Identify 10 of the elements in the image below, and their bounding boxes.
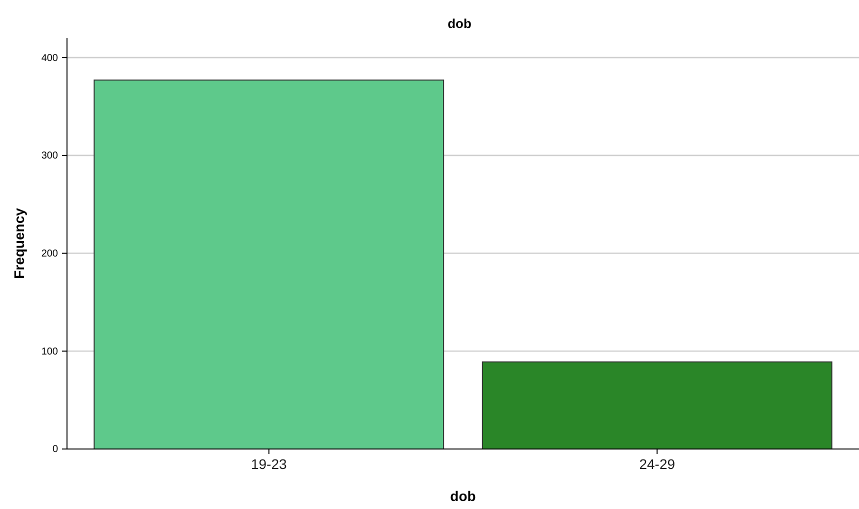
y-tick-label: 200	[41, 248, 58, 260]
y-tick-label: 300	[41, 150, 58, 162]
x-tick-label: 24-29	[639, 456, 676, 472]
y-axis-title: Frequency	[11, 208, 27, 279]
chart-title: dob	[448, 16, 472, 31]
y-tick-label: 100	[41, 346, 58, 358]
x-axis-title: dob	[450, 488, 476, 504]
y-tick-label: 400	[41, 52, 58, 64]
x-tick-label: 19-23	[250, 456, 287, 472]
y-tick-label: 0	[52, 444, 58, 456]
